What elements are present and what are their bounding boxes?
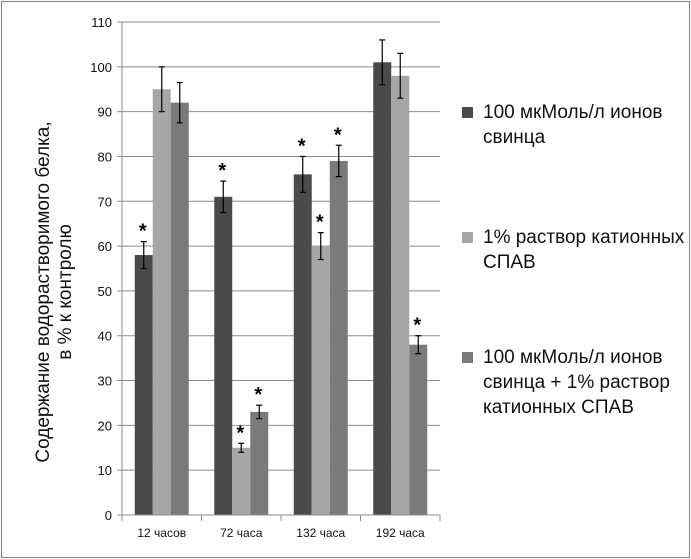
y-tick-label: 40 xyxy=(98,329,112,344)
y-axis-label-line-1: Содержание водорастворимого белка, xyxy=(33,121,54,462)
bar xyxy=(391,75,410,516)
significance-markers: * * * * * * * * xyxy=(139,124,422,444)
legend-item: 1% раствор катионных СПАВ xyxy=(462,225,691,275)
x-tick-label: 72 часа xyxy=(220,526,263,540)
bar xyxy=(373,62,392,515)
bar xyxy=(409,344,428,515)
significance-asterisk: * xyxy=(413,315,421,337)
legend-label: 100 мкМоль/л ионов свинца + 1% раствор к… xyxy=(483,347,670,418)
x-tick-label: 132 часа xyxy=(296,526,345,540)
bars xyxy=(134,62,428,516)
y-tick-label: 30 xyxy=(98,374,112,389)
y-tick-labels: 0 10 20 30 40 50 60 70 80 90 100 110 xyxy=(90,15,112,523)
y-tick-label: 80 xyxy=(98,149,112,164)
bar xyxy=(152,89,171,516)
y-tick-label: 10 xyxy=(98,463,112,478)
y-tick-label: 70 xyxy=(98,194,112,209)
y-tick-label: 90 xyxy=(98,105,112,120)
bar xyxy=(232,447,251,515)
y-tick-label: 60 xyxy=(98,239,112,254)
legend-item: 100 мкМоль/л ионов свинца + 1% раствор к… xyxy=(462,345,691,420)
y-tick-label: 110 xyxy=(91,15,112,30)
x-tick-labels: 12 часов 72 часа 132 часа 192 часа xyxy=(137,526,425,540)
error-bars xyxy=(140,39,422,453)
y-tick-label: 50 xyxy=(98,284,112,299)
legend-label: 1% раствор катионных СПАВ xyxy=(483,227,685,273)
y-tick-label: 20 xyxy=(98,418,112,433)
legend-swatch xyxy=(462,107,473,118)
y-tick-label: 0 xyxy=(105,508,112,523)
y-axis-label-line-2: в % к контролю xyxy=(55,224,76,359)
significance-asterisk: * xyxy=(334,124,342,146)
y-tick-label: 100 xyxy=(90,60,112,75)
significance-asterisk: * xyxy=(298,135,306,157)
significance-asterisk: * xyxy=(139,221,147,243)
legend-swatch xyxy=(462,232,473,243)
significance-asterisk: * xyxy=(316,212,324,234)
bar xyxy=(293,174,312,515)
significance-asterisk: * xyxy=(236,422,244,444)
significance-asterisk: * xyxy=(218,160,226,182)
axes xyxy=(117,21,441,521)
bar xyxy=(329,160,348,515)
bar xyxy=(250,411,269,515)
significance-asterisk: * xyxy=(254,384,262,406)
legend-swatch xyxy=(462,352,473,363)
bar xyxy=(134,255,153,515)
bar xyxy=(170,102,189,515)
x-tick-label: 12 часов xyxy=(137,526,186,540)
legend-item: 100 мкМоль/л ионов свинца xyxy=(462,100,691,150)
legend-label: 100 мкМоль/л ионов свинца xyxy=(483,102,663,148)
bar xyxy=(214,196,233,516)
x-tick-label: 192 часа xyxy=(376,526,425,540)
bar xyxy=(311,246,330,515)
